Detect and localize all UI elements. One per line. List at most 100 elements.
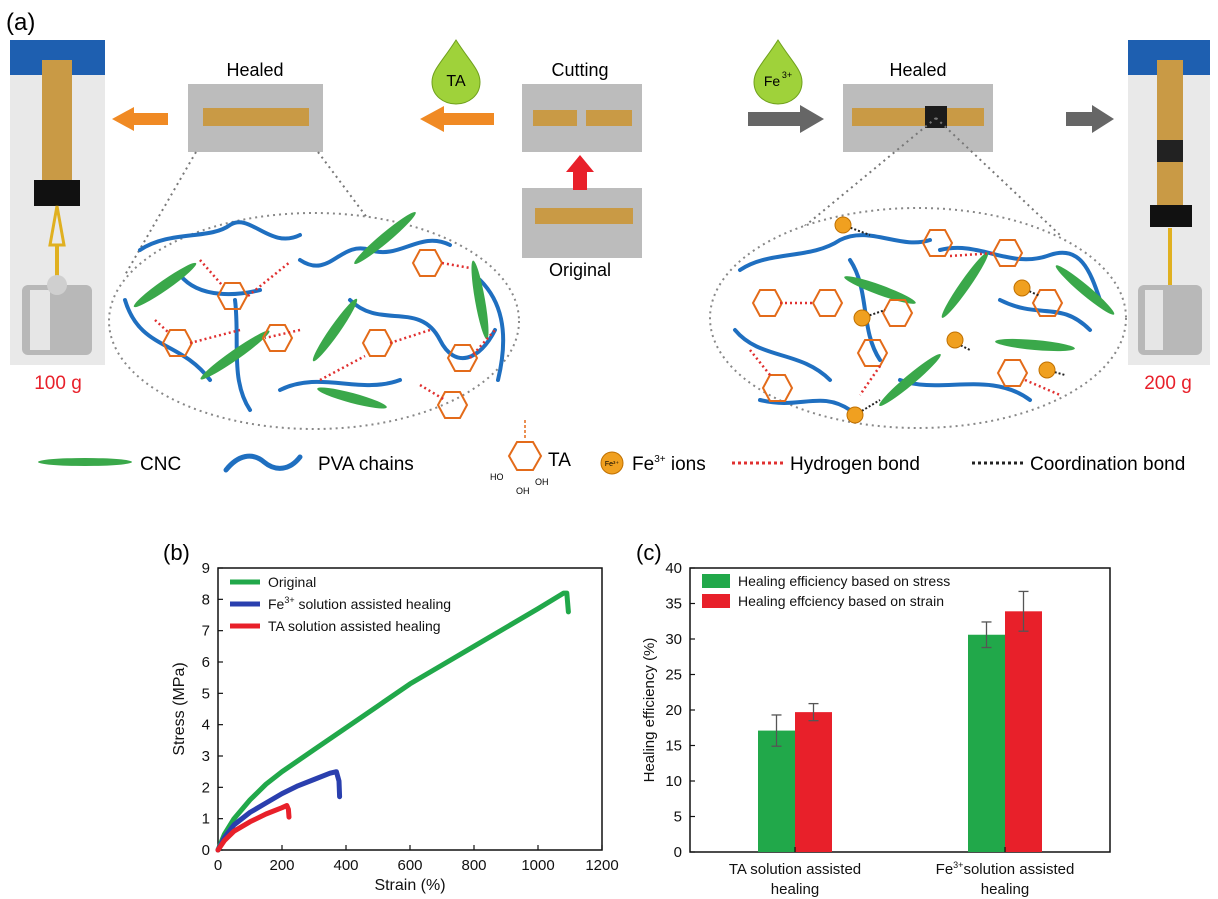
weight-left-label: 100 g xyxy=(34,373,82,394)
chart-b-legend-label-sup: 3+ xyxy=(284,595,294,605)
healed-fe-title: Healed xyxy=(889,60,946,80)
chart-b-xtick-label: 800 xyxy=(461,857,486,874)
chart-c-category-label-base: Fe xyxy=(936,861,954,878)
ta-legend-oh-2: OH xyxy=(516,486,530,496)
chart-b-xtick-label: 200 xyxy=(269,857,294,874)
cutting-title: Cutting xyxy=(551,60,608,80)
chart-c-ytick-label: 25 xyxy=(665,667,682,684)
chart-c-ytick-label: 30 xyxy=(665,631,682,648)
chart-c-category-label-line2: healing xyxy=(771,881,819,898)
panel-b-label: (b) xyxy=(163,540,190,565)
chart-b-ylabel: Stress (MPa) xyxy=(171,662,188,755)
ta-legend-oh-1: OH xyxy=(535,477,549,487)
hbond-legend-label: Hydrogen bond xyxy=(790,454,920,475)
fe-droplet-sup: 3+ xyxy=(782,70,792,80)
chart-stress-strain: 0 200 400 600 800 1000 1200 0 1 2 3 4 5 6 7 8 9 Strain (%… xyxy=(171,560,619,894)
chart-b-legend-label: TA solution assisted healing xyxy=(268,618,441,634)
chart-c-ytick-label: 20 xyxy=(665,702,682,719)
network-ta-ellipse xyxy=(108,212,520,430)
zoom-lines xyxy=(124,117,1061,276)
fe-ion-legend-icon-label: Fe³⁺ xyxy=(605,461,620,468)
panel-a: (a) 100 g 200 g Healed Cutt xyxy=(6,9,1210,430)
chart-c-category-label-line1: TA solution assisted xyxy=(729,861,861,878)
svg-text:Fe: Fe xyxy=(764,73,781,89)
chart-b-ytick-label: 6 xyxy=(202,654,210,671)
photo-left-weight xyxy=(10,40,105,365)
chart-c-category-label-sup: 3+ xyxy=(953,860,963,870)
original-label: Original xyxy=(549,260,611,280)
chart-b-ytick-label: 5 xyxy=(202,685,210,702)
arrow-to-weight-left xyxy=(112,107,168,131)
chart-c-frame xyxy=(689,567,1111,853)
arrow-to-healed-ta xyxy=(420,106,494,132)
symbol-legend: CNC PVA chains HO OH OH TA Fe³⁺ Fe3+ ion… xyxy=(38,420,1185,496)
weight-right-label: 200 g xyxy=(1144,373,1192,394)
chart-b-legend-label: Original xyxy=(268,574,316,590)
arrow-to-weight-right xyxy=(1066,105,1114,133)
chart-b-ytick-label: 8 xyxy=(202,591,210,608)
chart-c-ytick-label: 5 xyxy=(674,809,682,826)
arrow-to-healed-fe xyxy=(748,105,824,133)
photo-healed-ta xyxy=(188,84,323,152)
chart-b-xtick-label: 1200 xyxy=(585,857,618,874)
fe-ion-legend-icon xyxy=(600,451,624,475)
pva-legend-icon xyxy=(223,453,303,473)
svg-text:Fe3+ ions: Fe3+ ions xyxy=(632,454,706,475)
chart-b-xlabel: Strain (%) xyxy=(374,877,445,894)
fe-droplet-icon: Fe 3+ xyxy=(753,39,803,105)
chart-b-legend-label-base: Fe xyxy=(268,596,285,612)
chart-c-ytick-label: 35 xyxy=(665,596,682,613)
fe-ion-legend-rest: ions xyxy=(666,454,706,475)
chart-b-ytick-label: 0 xyxy=(202,842,210,859)
chart-c-bar xyxy=(795,712,832,852)
chart-c-category-label-line1: Fe3+solution assisted xyxy=(936,860,1075,878)
chart-c-ytick-label: 0 xyxy=(674,844,682,861)
chart-c-bar xyxy=(968,634,1005,852)
coord-legend-label: Coordination bond xyxy=(1030,454,1185,475)
chart-b-xtick-label: 600 xyxy=(397,857,422,874)
photo-original xyxy=(522,188,642,258)
chart-c-category-label-rest: solution assisted xyxy=(963,861,1074,878)
chart-c-bar xyxy=(1005,611,1042,852)
photo-right-weight xyxy=(1128,40,1210,365)
panel-c-label: (c) xyxy=(636,540,662,565)
cnc-legend-label: CNC xyxy=(140,454,181,475)
chart-healing-efficiency: 0 5 10 15 20 25 30 35 40 Healing efficiency (%) TA… xyxy=(641,560,1111,898)
ta-legend-ho: HO xyxy=(490,472,504,482)
chart-b-ytick-label: 1 xyxy=(202,811,210,828)
chart-c-ytick-label: 40 xyxy=(665,560,682,577)
chart-c-bar xyxy=(758,730,795,852)
chart-b-ytick-label: 7 xyxy=(202,623,210,640)
cnc-legend-icon xyxy=(38,458,132,466)
network-fe-ellipse xyxy=(709,207,1127,429)
arrow-original-to-cutting xyxy=(566,155,594,190)
ta-droplet-label: TA xyxy=(446,73,466,90)
chart-c-legend-swatch xyxy=(702,574,730,588)
chart-b-xtick-label: 400 xyxy=(333,857,358,874)
ta-droplet-icon: TA xyxy=(431,39,481,105)
ta-legend-label: TA xyxy=(548,450,571,471)
chart-c-legend-swatch xyxy=(702,594,730,608)
chart-b-ytick-label: 3 xyxy=(202,748,210,765)
chart-b-ytick-label: 9 xyxy=(202,560,210,577)
photo-healed-fe xyxy=(843,84,993,152)
chart-c-ylabel: Healing efficiency (%) xyxy=(641,638,658,783)
ta-legend-icon: HO OH OH xyxy=(490,420,549,496)
pva-legend-label: PVA chains xyxy=(318,454,414,475)
fe-ion-legend-base: Fe xyxy=(632,454,654,475)
chart-b-ytick-label: 2 xyxy=(202,779,210,796)
chart-b-xtick-label: 1000 xyxy=(521,857,554,874)
chart-b-legend-label: Fe3+ solution assisted healing xyxy=(268,595,451,612)
panel-a-label: (a) xyxy=(6,9,35,36)
chart-b-xtick-label: 0 xyxy=(214,857,222,874)
fe-ion-legend-sup: 3+ xyxy=(654,454,666,465)
chart-c-legend-label: Healing effciency based on strain xyxy=(738,593,944,609)
chart-c-category-label-line2: healing xyxy=(981,881,1029,898)
chart-b-series-line xyxy=(215,590,571,853)
chart-b-series-line xyxy=(215,803,292,853)
chart-c-ytick-label: 15 xyxy=(665,738,682,755)
chart-b-ytick-label: 4 xyxy=(202,717,210,734)
chart-b-legend-label-rest: solution assisted healing xyxy=(295,596,451,612)
chart-c-ytick-label: 10 xyxy=(665,773,682,790)
